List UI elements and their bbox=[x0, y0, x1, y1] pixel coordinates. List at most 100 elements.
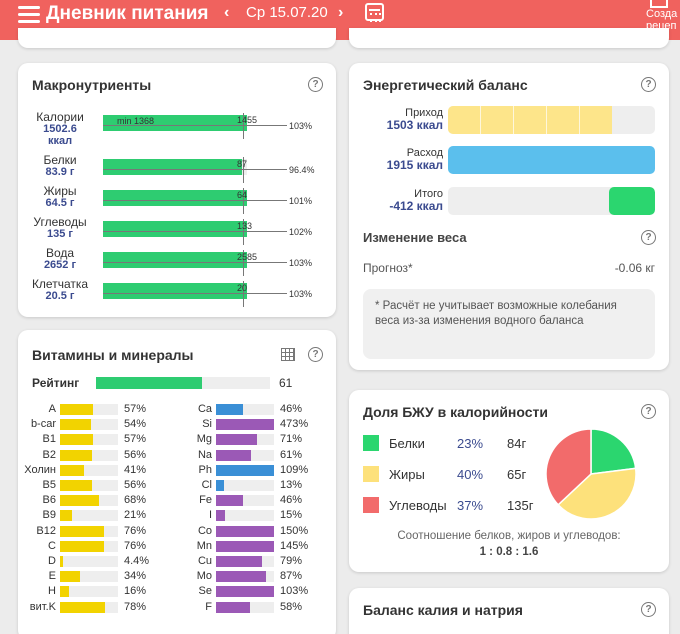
nutrient-row[interactable]: D 4.4% bbox=[18, 555, 158, 569]
nutrient-percent: 145% bbox=[280, 539, 309, 552]
nutrient-row[interactable]: H 16% bbox=[18, 585, 158, 599]
macro-label: Жиры 64.5 г bbox=[26, 185, 94, 209]
create-recipe-icon[interactable] bbox=[650, 0, 668, 8]
bju-legend-item: Жиры 40% 65г bbox=[363, 466, 553, 484]
nutrient-bar bbox=[60, 480, 118, 491]
nutrient-bar-fill bbox=[216, 480, 224, 491]
norm-tick bbox=[243, 281, 244, 307]
calendar-icon[interactable] bbox=[365, 3, 384, 22]
vitamins-title: Витамины и минералы bbox=[32, 347, 194, 363]
nutrient-name: Cl bbox=[201, 479, 212, 491]
norm-line bbox=[103, 169, 287, 170]
norm-line bbox=[103, 125, 287, 126]
norm-tick bbox=[243, 219, 244, 245]
nutrient-row[interactable]: B6 68% bbox=[18, 494, 158, 508]
nutrient-row[interactable]: Ca 46% bbox=[174, 403, 314, 417]
nutrient-row[interactable]: E 34% bbox=[18, 570, 158, 584]
nutrient-name: A bbox=[48, 403, 56, 415]
nutrient-row[interactable]: Ph 109% bbox=[174, 464, 314, 478]
income-value: 1503 ккал bbox=[386, 118, 443, 132]
bju-card: Доля БЖУ в калорийности ? Белки 23% 84г Жир… bbox=[349, 390, 669, 572]
macro-name: Углеводы bbox=[33, 215, 87, 229]
legend-name: Углеводы bbox=[389, 498, 447, 513]
help-icon[interactable]: ? bbox=[641, 77, 656, 92]
norm-value: 20 bbox=[237, 283, 248, 293]
nutrient-row[interactable]: B2 56% bbox=[18, 449, 158, 463]
nutrient-row[interactable]: I 15% bbox=[174, 509, 314, 523]
nutrient-percent: 473% bbox=[280, 418, 309, 431]
macro-row: Вода 2652 г 2585 103% bbox=[18, 246, 348, 276]
nutrient-percent: 78% bbox=[124, 600, 147, 613]
expense-label-text: Расход bbox=[406, 147, 443, 159]
nutrient-bar-fill bbox=[60, 480, 93, 491]
nutrient-row[interactable]: B1 57% bbox=[18, 433, 158, 447]
menu-icon[interactable] bbox=[18, 6, 40, 24]
nutrient-row[interactable]: Na 61% bbox=[174, 449, 314, 463]
nutrient-bar bbox=[60, 419, 118, 431]
nutrient-name: Mn bbox=[196, 539, 212, 552]
nutrient-row[interactable]: Mg 71% bbox=[174, 433, 314, 447]
nutrient-name: вит.K bbox=[29, 600, 56, 613]
current-date[interactable]: Ср 15.07.20 bbox=[246, 4, 328, 21]
help-icon[interactable]: ? bbox=[308, 77, 323, 92]
pie-slice bbox=[557, 467, 637, 520]
nutrient-row[interactable]: Cl 13% bbox=[174, 479, 314, 493]
weight-change-title: Изменение веса bbox=[363, 230, 467, 245]
nutrient-row[interactable]: A 57% bbox=[18, 403, 158, 417]
nutrient-row[interactable]: Co 150% bbox=[174, 525, 314, 539]
nutrient-percent: 15% bbox=[280, 509, 303, 522]
nutrient-bar-fill bbox=[216, 495, 243, 507]
nutrient-row[interactable]: B5 56% bbox=[18, 479, 158, 493]
nutrient-name: B12 bbox=[36, 524, 56, 537]
macro-label: Белки 83.9 г bbox=[26, 154, 94, 178]
nutrient-row[interactable]: Si 473% bbox=[174, 418, 314, 432]
previous-card-right bbox=[349, 28, 669, 48]
help-icon[interactable]: ? bbox=[308, 347, 323, 362]
norm-line bbox=[103, 231, 287, 232]
nutrient-bar bbox=[216, 601, 274, 613]
next-day-chevron-icon[interactable]: › bbox=[338, 4, 344, 21]
nutrient-row[interactable]: Mn 145% bbox=[174, 540, 314, 554]
nutrient-bar bbox=[60, 601, 118, 613]
energy-balance-title: Энергетический баланс bbox=[363, 77, 528, 93]
legend-grams: 84г bbox=[507, 436, 527, 451]
table-view-icon[interactable] bbox=[281, 348, 295, 361]
nutrient-bar bbox=[60, 586, 118, 598]
macro-bar-fill bbox=[103, 190, 247, 206]
nutrient-row[interactable]: C 76% bbox=[18, 540, 158, 554]
macro-bar-fill bbox=[103, 252, 247, 268]
income-fill bbox=[448, 106, 612, 134]
nutrient-row[interactable]: Холин 41% bbox=[18, 464, 158, 478]
nutrient-row[interactable]: Cu 79% bbox=[174, 555, 314, 569]
nutrient-name: Co bbox=[197, 524, 212, 537]
nutrient-row[interactable]: Mo 87% bbox=[174, 570, 314, 584]
prev-day-chevron-icon[interactable]: ‹ bbox=[224, 4, 230, 21]
nutrient-row[interactable]: B12 76% bbox=[18, 525, 158, 539]
help-icon[interactable]: ? bbox=[641, 602, 656, 617]
nutrient-bar bbox=[216, 464, 274, 476]
nutrient-row[interactable]: B9 21% bbox=[18, 509, 158, 523]
nutrient-row[interactable]: вит.K 78% bbox=[18, 601, 158, 615]
nutrient-bar-fill bbox=[60, 540, 105, 552]
forecast-label: Прогноз* bbox=[363, 261, 413, 275]
nutrient-bar bbox=[60, 556, 118, 567]
nutrient-row[interactable]: F 58% bbox=[174, 601, 314, 615]
nutrient-percent: 16% bbox=[124, 585, 147, 598]
nutrient-row[interactable]: b-car 54% bbox=[18, 418, 158, 432]
nutrient-bar-fill bbox=[60, 525, 105, 537]
nutrient-bar-fill bbox=[216, 404, 243, 415]
macro-row: Жиры 64.5 г 64 101% bbox=[18, 184, 348, 214]
nutrient-percent: 21% bbox=[124, 509, 147, 522]
help-icon[interactable]: ? bbox=[641, 230, 656, 245]
nutrient-percent: 103% bbox=[280, 585, 309, 598]
norm-line bbox=[103, 200, 287, 201]
nutrient-percent: 68% bbox=[124, 494, 147, 507]
nutrient-name: F bbox=[205, 600, 212, 613]
macro-value: 1502.6 bbox=[43, 123, 77, 135]
help-icon[interactable]: ? bbox=[641, 404, 656, 419]
nutrient-row[interactable]: Se 103% bbox=[174, 585, 314, 599]
norm-tick bbox=[243, 250, 244, 276]
nutrient-bar bbox=[60, 525, 118, 537]
nutrient-bar bbox=[216, 434, 274, 446]
nutrient-row[interactable]: Fe 46% bbox=[174, 494, 314, 508]
